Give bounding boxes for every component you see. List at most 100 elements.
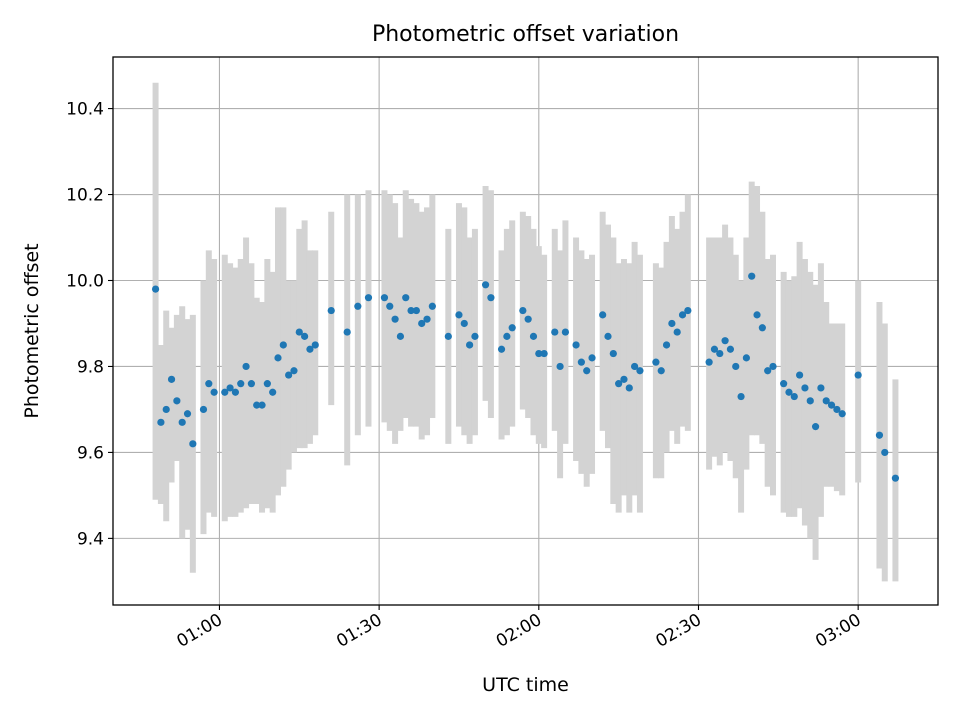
data-point <box>620 375 628 383</box>
data-point <box>508 324 516 332</box>
data-point <box>183 410 192 418</box>
data-point <box>444 332 452 340</box>
data-point <box>157 418 165 426</box>
data-point <box>551 328 559 336</box>
data-point <box>274 354 282 362</box>
data-point <box>466 341 474 349</box>
data-point <box>710 345 719 353</box>
data-point <box>226 384 234 392</box>
data-point <box>380 294 389 302</box>
data-point <box>561 328 570 336</box>
data-point <box>854 371 862 379</box>
error-bars <box>152 82 899 582</box>
data-point <box>758 324 766 332</box>
data-point <box>269 388 277 396</box>
data-point <box>572 341 580 349</box>
data-point <box>748 272 756 280</box>
data-point <box>881 448 889 457</box>
data-point <box>811 423 820 431</box>
data-point <box>199 405 208 414</box>
data-point <box>242 362 250 371</box>
data-point <box>732 362 740 371</box>
data-point <box>673 328 681 336</box>
data-point <box>396 332 405 340</box>
data-point <box>556 362 564 371</box>
data-point <box>875 431 884 439</box>
data-point <box>753 311 761 319</box>
data-point <box>471 332 479 340</box>
data-point <box>151 285 160 293</box>
data-point <box>785 388 793 396</box>
data-point <box>631 362 639 371</box>
data-point <box>263 380 271 388</box>
data-point <box>460 319 468 328</box>
data-point <box>604 332 612 340</box>
data-point <box>796 371 804 379</box>
data-point <box>838 410 846 418</box>
chart-title: Photometric offset variation <box>371 22 680 47</box>
data-point <box>178 418 186 426</box>
data-point <box>247 380 255 388</box>
data-point <box>540 349 548 358</box>
data-point <box>279 341 287 349</box>
data-point <box>583 367 591 375</box>
data-point <box>705 358 713 366</box>
data-point <box>652 358 660 366</box>
data-point <box>285 371 293 379</box>
data-point <box>577 358 585 366</box>
data-point <box>306 345 314 353</box>
data-point <box>678 311 687 319</box>
data-point <box>636 367 644 375</box>
y-axis-label: Photometric offset <box>21 243 43 419</box>
data-point <box>684 306 692 315</box>
data-point <box>189 440 197 448</box>
data-point <box>891 474 900 482</box>
x-tick-label: 02:30 <box>653 610 705 652</box>
data-point <box>402 294 410 302</box>
data-point <box>588 354 596 362</box>
x-tick-label: 01:00 <box>174 610 226 652</box>
data-point <box>412 306 420 315</box>
data-point <box>327 306 335 315</box>
axes-frame <box>112 56 939 606</box>
data-point <box>487 294 495 302</box>
data-point <box>801 384 809 392</box>
data-point <box>231 388 240 396</box>
data-point <box>290 367 298 375</box>
data-point <box>721 337 729 345</box>
data-point <box>529 332 538 340</box>
y-tick-label: 9.4 <box>77 529 104 549</box>
data-point <box>609 349 617 358</box>
x-tick-label: 01:30 <box>333 610 385 652</box>
data-point <box>221 388 229 396</box>
data-point <box>668 319 676 328</box>
data-point <box>210 388 218 396</box>
data-point <box>535 349 543 358</box>
data-point <box>806 397 814 405</box>
x-axis-label: UTC time <box>482 674 569 696</box>
data-point <box>822 397 830 405</box>
data-point <box>301 332 309 340</box>
data-point <box>162 405 170 414</box>
data-point <box>481 281 490 289</box>
data-point <box>519 306 527 315</box>
data-point <box>599 311 607 319</box>
x-tick-label: 03:00 <box>812 610 864 652</box>
data-point <box>237 380 245 388</box>
data-point <box>742 354 750 362</box>
y-tick-label: 10.4 <box>66 100 104 120</box>
data-point <box>716 349 724 358</box>
y-tick-label: 9.8 <box>77 357 104 377</box>
data-point <box>625 384 633 392</box>
data-point <box>817 384 825 392</box>
data-point <box>737 392 745 401</box>
data-point <box>205 380 213 388</box>
data-point <box>343 328 351 336</box>
data-point <box>386 302 394 310</box>
data-point <box>311 341 319 349</box>
data-point <box>662 341 671 349</box>
data-point <box>253 401 261 409</box>
y-tick-label: 10.0 <box>66 271 104 291</box>
data-point <box>827 401 836 409</box>
